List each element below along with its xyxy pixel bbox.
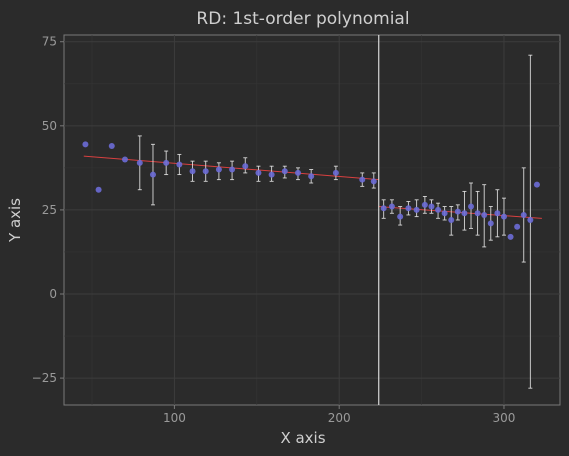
x-tick-label: 100 xyxy=(163,411,186,425)
x-axis-title: X axis xyxy=(280,429,325,447)
data-point xyxy=(82,141,88,147)
data-point xyxy=(229,167,235,173)
data-point xyxy=(389,204,395,210)
data-point xyxy=(308,173,314,179)
data-point xyxy=(501,214,507,220)
data-point xyxy=(481,212,487,218)
data-point xyxy=(269,172,275,178)
data-point xyxy=(122,156,128,162)
data-point xyxy=(488,220,494,226)
data-point xyxy=(521,212,527,218)
y-tick-label: 75 xyxy=(42,35,57,49)
data-point xyxy=(435,207,441,213)
data-point xyxy=(455,209,461,215)
data-point xyxy=(216,167,222,173)
data-point xyxy=(176,162,182,168)
data-point xyxy=(282,168,288,174)
data-point xyxy=(381,205,387,211)
data-point xyxy=(150,172,156,178)
y-axis-title: Y axis xyxy=(6,198,24,243)
data-point xyxy=(190,168,196,174)
data-point xyxy=(461,210,467,216)
x-tick-label: 200 xyxy=(328,411,351,425)
plot-panel xyxy=(64,35,560,405)
data-point xyxy=(242,163,248,169)
chart-title: RD: 1st-order polynomial xyxy=(196,9,409,29)
data-point xyxy=(96,187,102,193)
data-point xyxy=(397,214,403,220)
y-tick-label: −25 xyxy=(32,371,57,385)
data-point xyxy=(442,210,448,216)
data-point xyxy=(428,204,434,210)
data-point xyxy=(163,160,169,166)
data-point xyxy=(448,217,454,223)
data-point xyxy=(514,224,520,230)
data-point xyxy=(508,234,514,240)
data-point xyxy=(494,210,500,216)
data-point xyxy=(371,178,377,184)
data-point xyxy=(359,177,365,183)
data-point xyxy=(422,202,428,208)
data-point xyxy=(203,168,209,174)
y-tick-label: 50 xyxy=(42,119,57,133)
data-point xyxy=(109,143,115,149)
data-point xyxy=(333,170,339,176)
data-point xyxy=(255,170,261,176)
y-tick-label: 0 xyxy=(49,287,57,301)
data-point xyxy=(468,204,474,210)
data-point xyxy=(534,182,540,188)
y-tick-label: 25 xyxy=(42,203,57,217)
data-point xyxy=(137,160,143,166)
data-point xyxy=(527,217,533,223)
data-point xyxy=(475,210,481,216)
data-point xyxy=(295,170,301,176)
x-tick-label: 300 xyxy=(493,411,516,425)
data-point xyxy=(405,205,411,211)
data-point xyxy=(414,207,420,213)
